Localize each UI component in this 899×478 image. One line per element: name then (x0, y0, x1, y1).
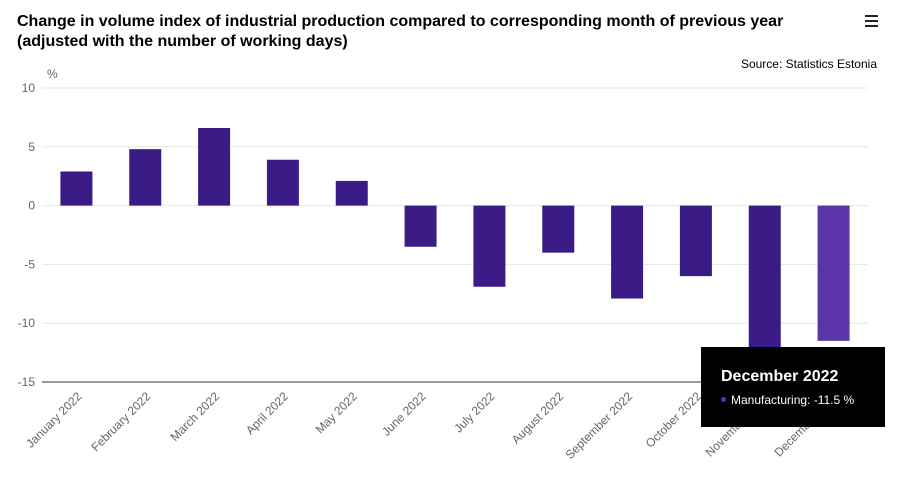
y-axis-unit-label: % (47, 67, 58, 81)
x-tick-label: April 2022 (243, 389, 291, 437)
y-tick-label: 10 (22, 81, 36, 95)
tooltip-value: Manufacturing: -11.5 % (731, 393, 855, 407)
bar[interactable] (404, 205, 437, 247)
x-tick-label: May 2022 (313, 389, 360, 436)
bar[interactable] (679, 205, 712, 277)
y-tick-label: 5 (28, 140, 35, 154)
gridlines (42, 87, 868, 383)
hamburger-menu-icon[interactable] (862, 12, 882, 30)
tooltip-row: Manufacturing: -11.5 % (721, 393, 885, 408)
x-tick-label: June 2022 (379, 389, 429, 439)
x-tick-label: September 2022 (563, 389, 636, 462)
y-tick-labels: 10 5 0 -5 -10 -15 (18, 81, 36, 389)
y-tick-label: -15 (18, 375, 36, 389)
bar[interactable] (335, 180, 368, 206)
y-tick-label: -10 (18, 316, 36, 330)
bar[interactable] (748, 205, 781, 351)
bar[interactable] (473, 205, 506, 287)
bar[interactable] (266, 159, 299, 206)
tooltip: December 2022 Manufacturing: -11.5 % (701, 347, 885, 427)
bar[interactable] (817, 205, 850, 341)
series-dot-icon (721, 397, 726, 403)
bar[interactable] (198, 127, 231, 206)
x-tick-label: October 2022 (643, 389, 705, 451)
bar[interactable] (129, 149, 162, 206)
x-tick-label: August 2022 (509, 389, 567, 447)
y-tick-label: 0 (28, 199, 35, 213)
bars (60, 127, 850, 351)
bar[interactable] (611, 205, 644, 299)
bar[interactable] (542, 205, 575, 253)
x-tick-label: July 2022 (451, 389, 497, 435)
bar[interactable] (60, 171, 93, 206)
x-tick-label: March 2022 (167, 389, 222, 444)
x-tick-label: January 2022 (23, 389, 85, 451)
source-label: Source: Statistics Estonia (740, 57, 877, 71)
chart-title: Change in volume index of industrial pro… (17, 13, 784, 50)
tooltip-title: December 2022 (721, 368, 839, 385)
x-tick-label: February 2022 (88, 389, 153, 454)
y-tick-label: -5 (24, 257, 35, 271)
